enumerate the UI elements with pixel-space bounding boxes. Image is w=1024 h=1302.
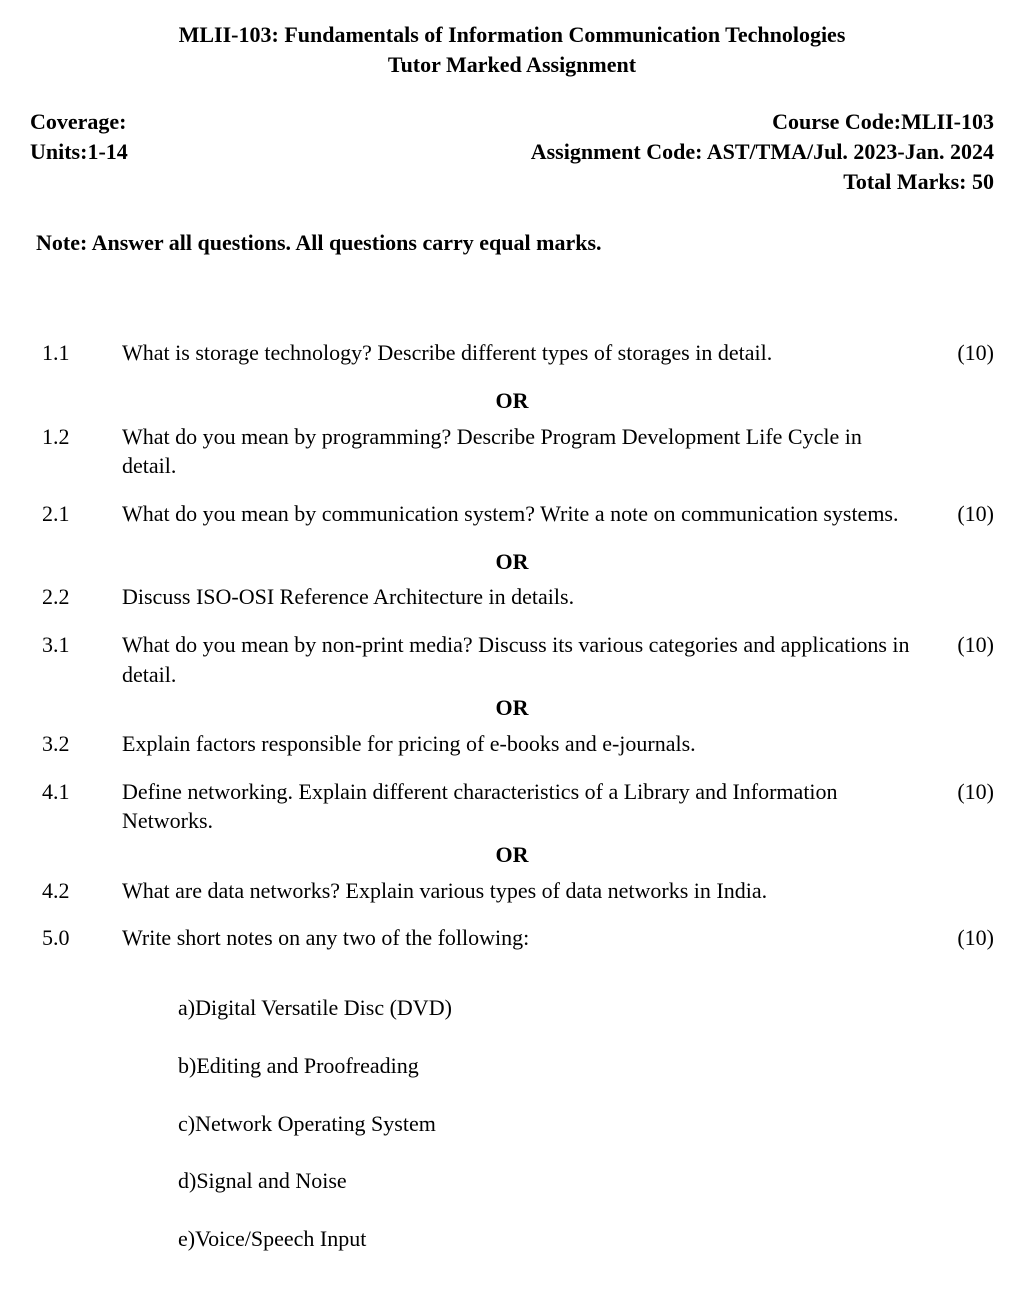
or-separator: OR <box>30 840 994 870</box>
question-row: 2.1 What do you mean by communication sy… <box>30 499 994 529</box>
question-text: Write short notes on any two of the foll… <box>122 923 930 953</box>
question-text: What do you mean by programming? Describ… <box>122 422 930 481</box>
question-text: What is storage technology? Describe dif… <box>122 338 930 368</box>
or-separator: OR <box>30 547 994 577</box>
question-row: 2.2 Discuss ISO-OSI Reference Architectu… <box>30 582 994 612</box>
question-marks <box>930 876 994 906</box>
question-number: 2.2 <box>42 582 122 612</box>
question-text: Discuss ISO-OSI Reference Architecture i… <box>122 582 930 612</box>
question-marks: (10) <box>930 923 994 953</box>
question-number: 3.1 <box>42 630 122 689</box>
question-row: 3.2 Explain factors responsible for pric… <box>30 729 994 759</box>
sub-option: a)Digital Versatile Disc (DVD) <box>178 993 994 1023</box>
title-line-1: MLII-103: Fundamentals of Information Co… <box>30 20 994 50</box>
question-row: 5.0 Write short notes on any two of the … <box>30 923 994 953</box>
or-separator: OR <box>30 386 994 416</box>
question-row: 1.1 What is storage technology? Describe… <box>30 338 994 368</box>
question-marks: (10) <box>930 499 994 529</box>
question-marks: (10) <box>930 338 994 368</box>
question-marks <box>930 582 994 612</box>
question-marks <box>930 422 994 481</box>
sub-option: e)Voice/Speech Input <box>178 1224 994 1254</box>
units-label: Units:1-14 <box>30 137 128 167</box>
question-number: 4.1 <box>42 777 122 836</box>
question-marks: (10) <box>930 777 994 836</box>
total-marks: Total Marks: 50 <box>531 167 994 197</box>
instruction-note: Note: Answer all questions. All question… <box>30 228 994 258</box>
coverage-label: Coverage: <box>30 107 128 137</box>
question-number: 1.1 <box>42 338 122 368</box>
question-number: 1.2 <box>42 422 122 481</box>
question-text: What do you mean by non-print media? Dis… <box>122 630 930 689</box>
question-number: 2.1 <box>42 499 122 529</box>
coverage-block: Coverage: Units:1-14 <box>30 107 128 166</box>
title-line-2: Tutor Marked Assignment <box>30 50 994 80</box>
question-text: What do you mean by communication system… <box>122 499 930 529</box>
question-number: 3.2 <box>42 729 122 759</box>
course-info-block: Course Code:MLII-103 Assignment Code: AS… <box>531 107 994 196</box>
header-row-1: Coverage: Units:1-14 Course Code:MLII-10… <box>30 107 994 196</box>
question-row: 3.1 What do you mean by non-print media?… <box>30 630 994 689</box>
sub-option: c)Network Operating System <box>178 1109 994 1139</box>
document-title: MLII-103: Fundamentals of Information Co… <box>30 20 994 79</box>
question-text: Define networking. Explain different cha… <box>122 777 930 836</box>
question-number: 4.2 <box>42 876 122 906</box>
course-code: Course Code:MLII-103 <box>531 107 994 137</box>
question-row: 4.1 Define networking. Explain different… <box>30 777 994 836</box>
question-text: What are data networks? Explain various … <box>122 876 930 906</box>
or-separator: OR <box>30 693 994 723</box>
question-marks <box>930 729 994 759</box>
question-number: 5.0 <box>42 923 122 953</box>
assignment-code: Assignment Code: AST/TMA/Jul. 2023-Jan. … <box>531 137 994 167</box>
sub-option: d)Signal and Noise <box>178 1166 994 1196</box>
sub-option: b)Editing and Proofreading <box>178 1051 994 1081</box>
question-text: Explain factors responsible for pricing … <box>122 729 930 759</box>
sub-options-list: a)Digital Versatile Disc (DVD) b)Editing… <box>30 993 994 1253</box>
question-row: 1.2 What do you mean by programming? Des… <box>30 422 994 481</box>
question-marks: (10) <box>930 630 994 689</box>
question-row: 4.2 What are data networks? Explain vari… <box>30 876 994 906</box>
